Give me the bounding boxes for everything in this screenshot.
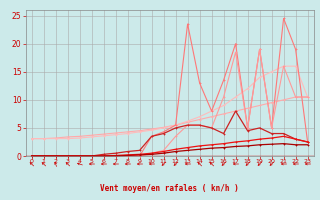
X-axis label: Vent moyen/en rafales ( kn/h ): Vent moyen/en rafales ( kn/h ): [100, 184, 239, 193]
